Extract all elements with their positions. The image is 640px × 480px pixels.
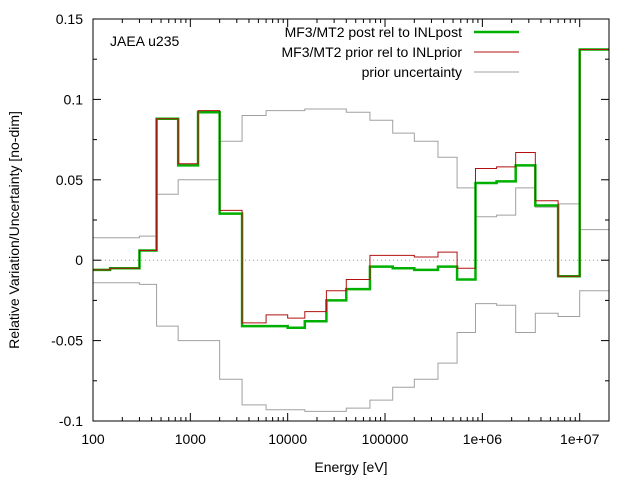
x-tick-label: 10000 [268,431,307,447]
y-tick-label: 0.05 [56,172,83,188]
legend: MF3/MT2 post rel to INLpost MF3/MT2 prior… [282,24,519,80]
y-tick-label: -0.1 [59,413,83,429]
x-tick-label: 100 [81,431,105,447]
axis-ticks: 100 1000 10000 100000 1e+06 1e+07 -0.1 -0.05 0 0.… [51,11,610,447]
x-tick-label: 1e+06 [463,431,503,447]
legend-label: MF3/MT2 prior rel to INLprior [282,44,463,60]
plot-frame [92,18,610,422]
x-axis-title: Energy [eV] [314,459,387,475]
chart-annotation: JAEA u235 [110,33,179,49]
y-axis-title: Relative Variation/Uncertainty [no-dim] [6,111,22,349]
series-group [93,48,609,412]
legend-label: prior uncertainty [362,64,462,80]
y-tick-label: -0.05 [51,333,83,349]
x-tick-label: 100000 [362,431,409,447]
x-tick-label: 1e+07 [560,431,600,447]
series-line-2-negative [93,282,609,412]
y-tick-label: 0 [75,252,83,268]
legend-label: MF3/MT2 post rel to INLpost [285,24,463,40]
series-line-2 [93,108,609,239]
x-tick-label: 1000 [175,431,206,447]
series-line-1 [93,49,609,324]
series-line-0 [93,48,609,329]
y-tick-label: 0.15 [56,11,83,27]
y-tick-label: 0.1 [64,91,84,107]
